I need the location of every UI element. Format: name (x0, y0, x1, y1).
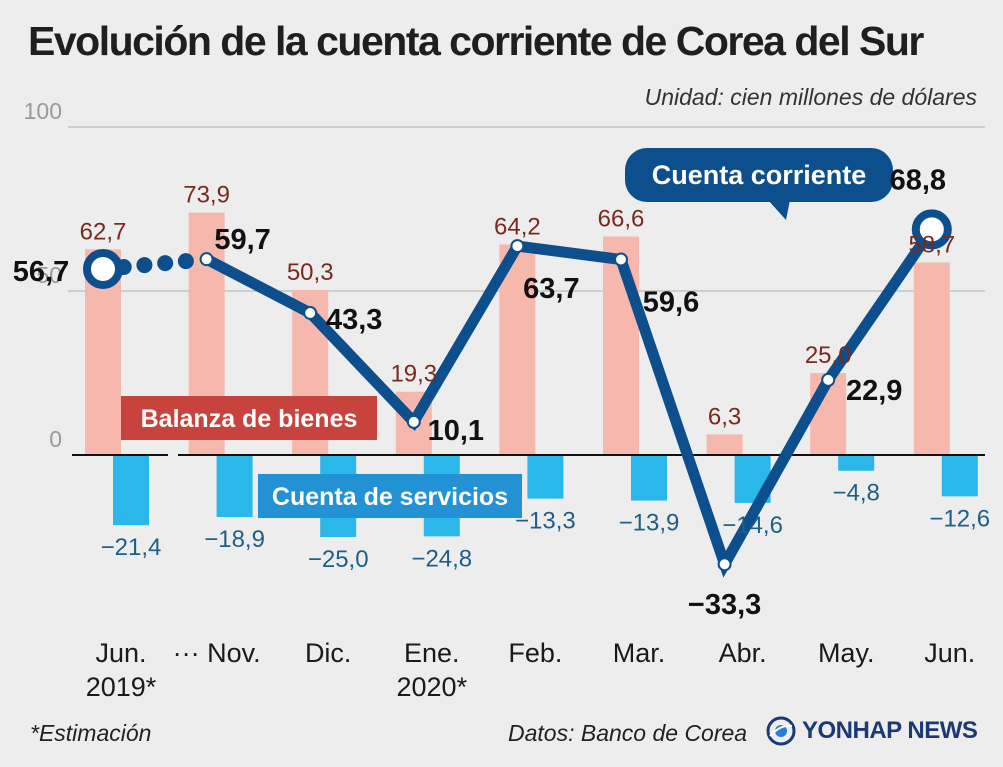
x-axis-label: Mar. (613, 638, 666, 668)
goods-value-label: 19,3 (390, 361, 437, 388)
services-value-label: −13,3 (515, 508, 576, 535)
x-axis-label: Abr. (719, 638, 767, 668)
x-axis-label: 2020* (397, 672, 468, 702)
legend-services-box (258, 474, 522, 518)
goods-value-label: 66,6 (598, 206, 645, 233)
current-value-label: 68,8 (890, 164, 946, 196)
services-bar (216, 455, 253, 517)
y-tick-label: 50 (36, 262, 62, 288)
grid: 0 50 100 (24, 98, 985, 452)
line-point (821, 372, 836, 387)
legend-services: Cuenta de servicios (258, 474, 522, 518)
y-tick-label: 0 (49, 426, 62, 452)
dotted-link-dot (136, 257, 153, 274)
x-axis-label: Dic. (305, 638, 352, 668)
services-value-label: −12,6 (929, 505, 990, 532)
x-axis-label: 2019* (86, 672, 157, 702)
line-point (614, 252, 628, 267)
services-bar (527, 455, 564, 499)
goods-bar (499, 244, 536, 455)
yonhap-logo-icon (766, 716, 796, 746)
current-value-label: 59,6 (643, 287, 699, 319)
services-value-label: −14,6 (722, 512, 783, 539)
legend-current-label: Cuenta corriente (652, 160, 867, 190)
services-value-label: −25,0 (308, 546, 369, 573)
chart-title: Evolución de la cuenta corriente de Core… (28, 18, 924, 64)
dotted-link-dot (177, 253, 194, 270)
current-value-label: −33,3 (688, 589, 761, 621)
line-point (199, 252, 214, 267)
current-value-label: 56,7 (13, 256, 69, 288)
line-point (510, 239, 525, 254)
goods-value-label: 6,3 (708, 403, 741, 430)
x-axis-labels: Jun. 2019* ··· Nov. Dic. Ene. 2020* Feb. Mar. Ab… (86, 638, 976, 702)
x-axis-label: Feb. (508, 638, 562, 668)
services-bar (113, 455, 149, 526)
footnote: *Estimación (30, 720, 152, 746)
line-point (406, 414, 421, 429)
legend-services-label: Cuenta de servicios (272, 483, 508, 511)
x-axis-label: ··· Nov. (173, 638, 261, 668)
services-bars (113, 455, 978, 537)
unit-label: Unidad: cien millones de dólares (644, 84, 977, 110)
services-value-label: −4,8 (833, 480, 880, 507)
dotted-link-dot (157, 255, 174, 272)
legend-current-pointer (768, 200, 790, 220)
legend-goods: Balanza de bienes (121, 396, 377, 440)
legend-current: Cuenta corriente (625, 148, 893, 220)
services-value-label: −13,9 (619, 510, 680, 537)
line-point (303, 305, 318, 320)
services-value-label: −18,9 (204, 526, 265, 553)
data-labels: 62,7 73,9 50,3 19,3 64,2 66,6 6,3 25,0 58,7 −21,4… (13, 164, 990, 621)
line-endpoint (83, 249, 123, 290)
current-value-label: 59,7 (214, 224, 270, 256)
services-value-label: −21,4 (101, 534, 162, 561)
line-endpoint (911, 209, 952, 250)
services-bar (838, 455, 875, 471)
line-path (204, 226, 937, 578)
legend-current-box (625, 148, 893, 202)
current-value-label: 22,9 (846, 375, 902, 407)
goods-value-label: 73,9 (183, 182, 230, 209)
current-value-label: 63,7 (523, 273, 579, 305)
logo-text: YONHAP NEWS (802, 717, 978, 744)
x-axis-label: Jun. (95, 638, 146, 668)
y-tick-label: 100 (24, 98, 62, 124)
services-value-label: −24,8 (411, 545, 472, 572)
goods-value-label: 62,7 (80, 218, 127, 245)
goods-value-label: 58,7 (908, 231, 955, 258)
x-axis-label: Jun. (924, 638, 975, 668)
current-value-label: 43,3 (326, 304, 382, 336)
current-value-label: 10,1 (428, 415, 484, 447)
services-bar (631, 455, 667, 501)
series-tags: Balanza de bienes Cuenta de servicios Cuen… (121, 148, 893, 518)
legend-goods-label: Balanza de bienes (141, 405, 358, 433)
logo: YONHAP NEWS (766, 716, 978, 746)
source-label: Datos: Banco de Corea (508, 720, 748, 746)
goods-bar (913, 262, 950, 455)
legend-goods-box (121, 396, 377, 440)
services-bar (941, 455, 978, 497)
goods-value-label: 25,0 (805, 342, 852, 369)
goods-value-label: 64,2 (494, 213, 541, 240)
line-point (717, 557, 732, 572)
x-axis-label: May. (818, 638, 875, 668)
x-axis-label: Ene. (404, 638, 460, 668)
goods-value-label: 50,3 (287, 259, 334, 286)
current-account-line (83, 209, 952, 578)
goods-bar (706, 434, 743, 455)
